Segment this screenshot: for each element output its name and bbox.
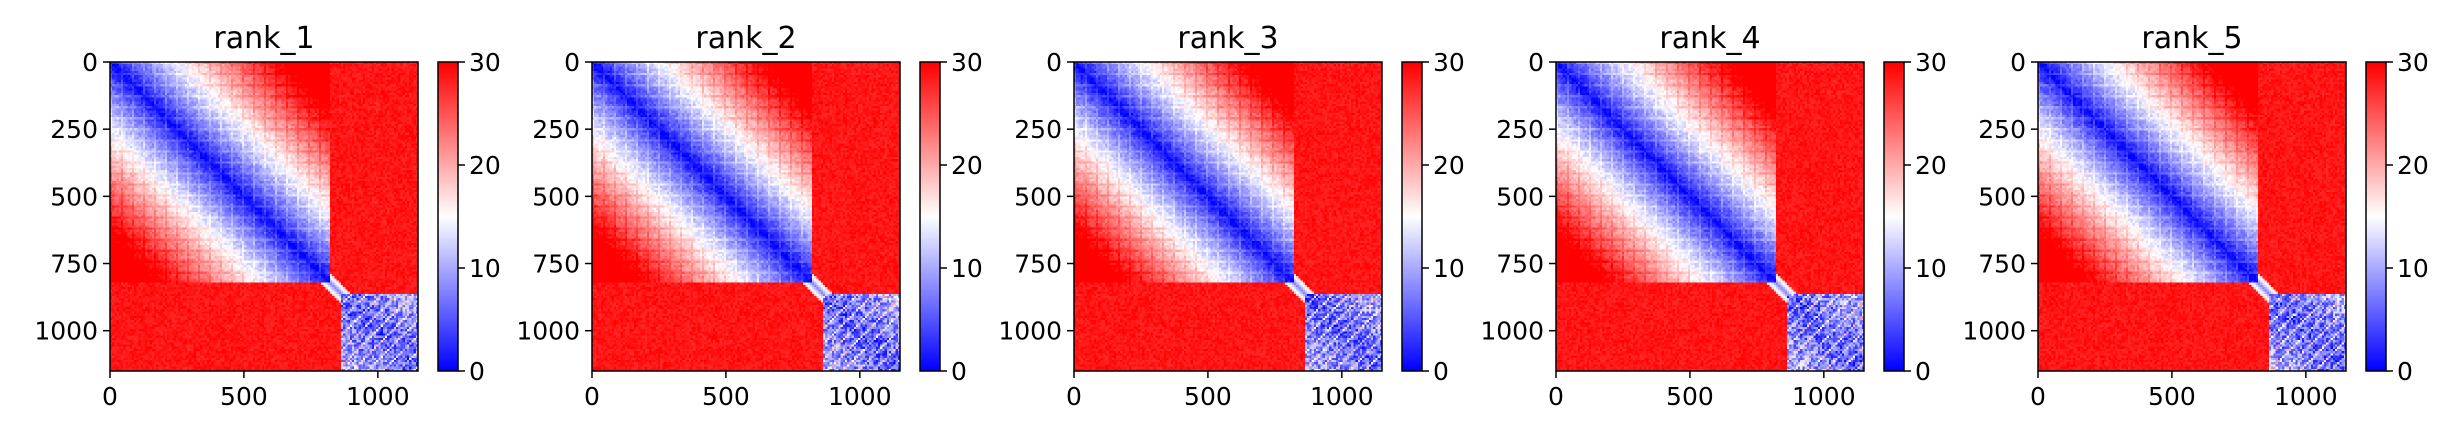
x-tick-label: 1000 (2274, 382, 2338, 411)
y-tick-label: 250 (1978, 115, 2026, 144)
y-tick-label: 1000 (34, 317, 98, 346)
y-tick-label: 0 (1528, 48, 1544, 77)
chart-title: rank_5 (2141, 21, 2242, 56)
heatmap-image (1556, 62, 1864, 371)
y-tick-label: 500 (50, 182, 98, 211)
chart-title: rank_4 (1659, 21, 1760, 56)
colorbar-tick-label: 30 (469, 48, 501, 77)
x-tick-label: 500 (702, 382, 750, 411)
colorbar (2366, 62, 2386, 371)
colorbar (1884, 62, 1904, 371)
colorbar-tick-label: 10 (1433, 254, 1465, 283)
y-tick-label: 250 (50, 115, 98, 144)
heatmap-panel-5: rank_5 0 500 1000 0 250 500 750 1000 0 10 20 30 (1962, 21, 2428, 411)
y-tick-label: 750 (50, 250, 98, 279)
colorbar-tick-label: 0 (2397, 357, 2413, 386)
heatmap-panel-1: rank_1 0 500 1000 0 250 500 750 1000 0 10 20 30 (34, 21, 500, 411)
chart-title: rank_3 (1177, 21, 1278, 56)
heatmap-panel-2: rank_2 0 500 1000 0 250 500 750 1000 0 10 20 30 (516, 21, 982, 411)
heatmap-image (2038, 62, 2346, 371)
chart-title: rank_1 (213, 21, 314, 56)
y-tick-label: 1000 (998, 317, 1062, 346)
y-tick-label: 500 (1978, 182, 2026, 211)
y-tick-label: 1000 (516, 317, 580, 346)
heatmap-image (110, 62, 418, 371)
y-tick-label: 1000 (1962, 317, 2026, 346)
x-tick-label: 0 (584, 382, 600, 411)
heatmap-image (592, 62, 900, 371)
x-tick-label: 0 (2030, 382, 2046, 411)
colorbar-tick-label: 20 (1915, 151, 1947, 180)
colorbar-tick-label: 10 (469, 254, 501, 283)
y-tick-label: 0 (1046, 48, 1062, 77)
y-tick-label: 750 (1496, 250, 1544, 279)
y-tick-label: 0 (564, 48, 580, 77)
chart-title: rank_2 (695, 21, 796, 56)
colorbar-tick-label: 0 (1433, 357, 1449, 386)
heatmap-panel-3: rank_3 0 500 1000 0 250 500 750 1000 0 10 20 30 (998, 21, 1464, 411)
colorbar-tick-label: 20 (951, 151, 983, 180)
colorbar-tick-label: 10 (1915, 254, 1947, 283)
x-tick-label: 500 (1666, 382, 1714, 411)
x-tick-label: 500 (220, 382, 268, 411)
x-tick-label: 1000 (346, 382, 410, 411)
x-tick-label: 500 (2148, 382, 2196, 411)
colorbar (438, 62, 458, 371)
y-tick-label: 0 (82, 48, 98, 77)
colorbar-tick-label: 30 (951, 48, 983, 77)
colorbar-tick-label: 30 (1433, 48, 1465, 77)
x-tick-label: 500 (1184, 382, 1232, 411)
colorbar-tick-label: 20 (1433, 151, 1465, 180)
y-tick-label: 250 (1496, 115, 1544, 144)
x-tick-label: 0 (1548, 382, 1564, 411)
colorbar-tick-label: 30 (2397, 48, 2429, 77)
y-tick-label: 500 (1014, 182, 1062, 211)
colorbar-tick-label: 0 (951, 357, 967, 386)
y-tick-label: 1000 (1480, 317, 1544, 346)
x-tick-label: 1000 (1310, 382, 1374, 411)
colorbar-tick-label: 10 (2397, 254, 2429, 283)
y-tick-label: 250 (1014, 115, 1062, 144)
colorbar (920, 62, 940, 371)
colorbar-tick-label: 0 (469, 357, 485, 386)
y-tick-label: 750 (1978, 250, 2026, 279)
colorbar-tick-label: 0 (1915, 357, 1931, 386)
y-tick-label: 0 (2010, 48, 2026, 77)
colorbar-tick-label: 20 (2397, 151, 2429, 180)
y-tick-label: 500 (1496, 182, 1544, 211)
x-tick-label: 1000 (828, 382, 892, 411)
colorbar (1402, 62, 1422, 371)
y-tick-label: 750 (532, 250, 580, 279)
x-tick-label: 0 (102, 382, 118, 411)
colorbar-tick-label: 20 (469, 151, 501, 180)
y-tick-label: 250 (532, 115, 580, 144)
heatmap-image (1074, 62, 1382, 371)
colorbar-tick-label: 10 (951, 254, 983, 283)
colorbar-tick-label: 30 (1915, 48, 1947, 77)
x-tick-label: 1000 (1792, 382, 1856, 411)
heatmap-panel-4: rank_4 0 500 1000 0 250 500 750 1000 0 10 20 30 (1480, 21, 1946, 411)
y-tick-label: 500 (532, 182, 580, 211)
x-tick-label: 0 (1066, 382, 1082, 411)
y-tick-label: 750 (1014, 250, 1062, 279)
